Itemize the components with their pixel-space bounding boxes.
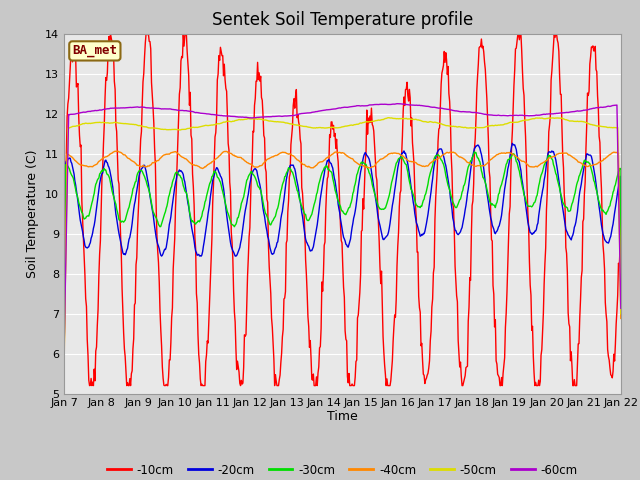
-30cm: [214, 174, 221, 180]
Line: -30cm: -30cm: [64, 152, 621, 379]
-50cm: [411, 117, 419, 122]
Y-axis label: Soil Temperature (C): Soil Temperature (C): [26, 149, 40, 278]
-10cm: [617, 204, 625, 209]
-10cm: [60, 212, 68, 218]
-40cm: [428, 160, 435, 166]
-20cm: [127, 226, 135, 232]
-20cm: [184, 200, 192, 206]
X-axis label: Time: Time: [327, 410, 358, 423]
-10cm: [70, 46, 78, 52]
-10cm: [107, 31, 115, 36]
-20cm: [617, 276, 625, 282]
-50cm: [70, 123, 78, 129]
-50cm: [617, 311, 625, 317]
Line: -10cm: -10cm: [64, 34, 621, 385]
-20cm: [509, 141, 516, 146]
-40cm: [128, 158, 136, 164]
-30cm: [184, 197, 192, 203]
-50cm: [428, 119, 435, 125]
-60cm: [214, 112, 221, 118]
-40cm: [214, 154, 222, 160]
-20cm: [214, 165, 221, 171]
-50cm: [60, 359, 68, 365]
-60cm: [396, 101, 403, 107]
-60cm: [60, 351, 68, 357]
-40cm: [185, 159, 193, 165]
Line: -20cm: -20cm: [64, 144, 621, 380]
-40cm: [617, 315, 625, 321]
-30cm: [60, 376, 68, 382]
Legend: -10cm, -20cm, -30cm, -40cm, -50cm, -60cm: -10cm, -20cm, -30cm, -40cm, -50cm, -60cm: [102, 459, 582, 480]
-10cm: [215, 53, 223, 59]
-50cm: [385, 115, 392, 120]
-60cm: [70, 111, 78, 117]
-30cm: [470, 149, 478, 155]
-60cm: [428, 104, 435, 110]
-40cm: [111, 148, 119, 154]
-30cm: [127, 194, 135, 200]
-40cm: [70, 156, 78, 162]
-50cm: [184, 126, 192, 132]
-50cm: [127, 121, 135, 127]
-30cm: [410, 194, 418, 200]
-60cm: [411, 102, 419, 108]
-40cm: [411, 159, 419, 165]
-40cm: [60, 371, 68, 376]
-20cm: [60, 377, 68, 383]
Line: -50cm: -50cm: [64, 118, 621, 362]
-10cm: [86, 383, 93, 388]
Line: -40cm: -40cm: [64, 151, 621, 373]
-20cm: [410, 204, 418, 209]
-20cm: [426, 194, 434, 200]
Title: Sentek Soil Temperature profile: Sentek Soil Temperature profile: [212, 11, 473, 29]
-50cm: [214, 121, 221, 127]
-20cm: [70, 171, 78, 177]
-10cm: [129, 346, 137, 352]
-30cm: [426, 170, 434, 176]
-30cm: [617, 271, 625, 277]
-60cm: [127, 105, 135, 110]
Text: BA_met: BA_met: [72, 44, 117, 58]
-60cm: [617, 305, 625, 311]
Line: -60cm: -60cm: [64, 104, 621, 354]
-10cm: [428, 304, 436, 310]
-60cm: [184, 108, 192, 114]
-10cm: [412, 204, 419, 210]
-10cm: [186, 102, 193, 108]
-30cm: [70, 179, 78, 185]
